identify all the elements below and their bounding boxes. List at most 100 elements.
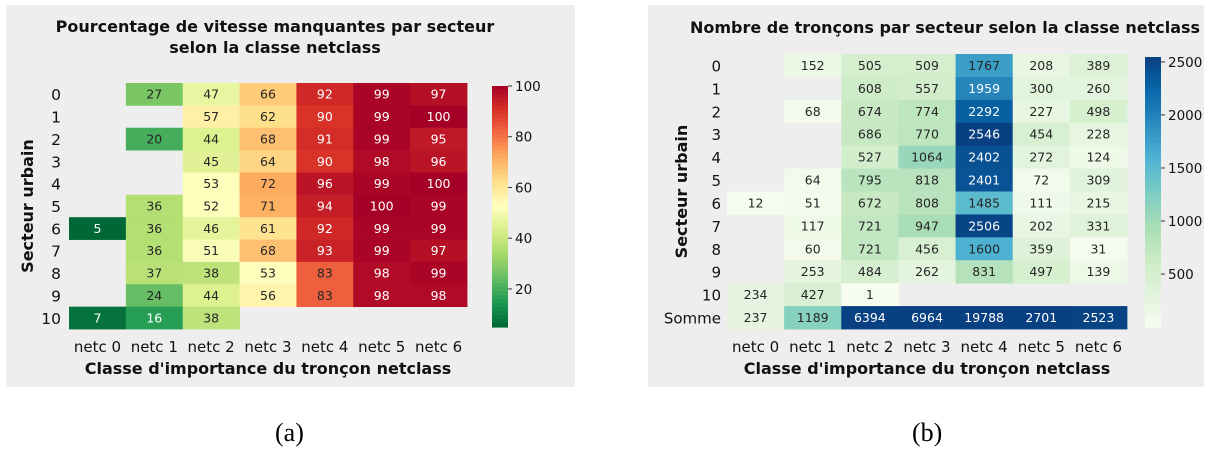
cell-value-label: 24 [146, 288, 162, 303]
cell-value-label: 234 [744, 287, 768, 302]
cell-value-label: 2523 [1083, 310, 1115, 325]
cell-value-label: 12 [748, 195, 764, 210]
colorbar-segment [1145, 201, 1161, 207]
heatmap-cell [182, 83, 240, 106]
cell-value-label: 721 [858, 241, 882, 256]
cell-value-label: 309 [1086, 173, 1110, 188]
heatmap-cell [182, 239, 240, 263]
colorbar-segment [1145, 241, 1161, 247]
heatmap-cell [841, 306, 899, 330]
cell-value-label: 83 [317, 288, 333, 303]
x-tick-label: netc 4 [961, 338, 1008, 356]
cell-value-label: 497 [1029, 264, 1053, 279]
colorbar-segment [1145, 133, 1161, 139]
colorbar-segment [492, 182, 508, 188]
cell-value-label: 2701 [1025, 310, 1057, 325]
heatmap-cell [410, 239, 468, 263]
colorbar-segment [492, 190, 508, 196]
colorbar-tick-label: 2000 [1168, 108, 1202, 124]
y-tick-label: 9 [51, 287, 61, 305]
cell-value-label: 947 [915, 218, 939, 233]
heatmap-cell [784, 168, 842, 192]
x-tick-label: netc 3 [244, 338, 291, 356]
heatmap-cell [841, 283, 899, 307]
cell-value-label: 53 [260, 266, 276, 281]
y-tick-label: 0 [711, 57, 721, 75]
colorbar-segment [1145, 142, 1161, 148]
heatmap-cell [410, 105, 468, 129]
y-tick-label: 5 [711, 172, 721, 190]
colorbar-segment [1145, 115, 1161, 121]
colorbar-segment [492, 282, 508, 288]
cell-value-label: 331 [1086, 218, 1110, 233]
cell-value-label: 27 [146, 87, 162, 102]
heatmap-cell [296, 284, 354, 308]
colorbar-tick-label: 40 [515, 231, 532, 247]
y-tick-label: 10 [702, 287, 721, 305]
colorbar-segment [1145, 246, 1161, 252]
cell-value-label: 808 [915, 195, 939, 210]
cell-value-label: 674 [858, 104, 882, 119]
heatmap-cell [239, 217, 297, 240]
y-axis-label: Secteur urbain [18, 139, 37, 273]
heatmap-cell [1069, 168, 1128, 192]
cell-value-label: 53 [203, 176, 219, 191]
heatmap-cell [955, 76, 1014, 101]
x-tick-label: netc 0 [74, 338, 121, 356]
colorbar-segment [492, 154, 508, 159]
heatmap-cell [841, 214, 899, 238]
colorbar-segment [1145, 291, 1161, 297]
colorbar-segment [1145, 295, 1161, 301]
heatmap-cell [239, 239, 297, 263]
heatmap-cell [784, 191, 842, 215]
heatmap-cell [296, 239, 354, 263]
heatmap-cell [125, 306, 184, 330]
colorbar-segment [492, 262, 508, 268]
cell-value-label: 99 [374, 131, 390, 146]
heatmap-cell [182, 261, 240, 285]
y-tick-label: 4 [711, 149, 721, 167]
heatmap-cell [1069, 54, 1128, 78]
heatmap-cell [1069, 306, 1128, 330]
cell-value-label: 68 [805, 104, 821, 119]
chart-title: Pourcentage de vitesse manquantes par se… [56, 17, 495, 36]
cell-value-label: 100 [370, 199, 394, 214]
heatmap-cell [125, 127, 184, 151]
cell-value-label: 237 [744, 310, 768, 325]
colorbar-segment [492, 170, 508, 175]
cell-value-label: 71 [260, 199, 276, 214]
heatmap-cell [410, 261, 468, 285]
colorbar-segment [1145, 259, 1161, 265]
heatmap-cell [296, 127, 354, 151]
cell-value-label: 1064 [911, 150, 943, 165]
x-tick-label: netc 6 [415, 338, 462, 356]
colorbar-segment [492, 150, 508, 155]
colorbar-segment [1145, 277, 1161, 283]
caption-b: (b) [912, 418, 943, 447]
cell-value-label: 686 [858, 127, 882, 142]
cell-value-label: 557 [915, 81, 939, 96]
colorbar-segment [1145, 187, 1161, 193]
cell-value-label: 90 [317, 109, 333, 124]
colorbar-segment [1145, 124, 1161, 130]
cell-value-label: 1485 [968, 195, 1000, 210]
x-axis-label: Classe d'importance du tronçon netclass [744, 359, 1111, 378]
colorbar-segment [492, 118, 508, 123]
cell-value-label: 2506 [968, 218, 1000, 233]
heatmap-cell [353, 150, 411, 173]
colorbar-segment [492, 126, 508, 131]
colorbar-segment [492, 138, 508, 143]
cell-value-label: 97 [431, 87, 447, 102]
y-tick-label: 6 [51, 220, 61, 238]
cell-value-label: 94 [317, 199, 333, 214]
colorbar-segment [492, 222, 508, 228]
heatmap-cell [353, 105, 411, 129]
cell-value-label: 427 [801, 287, 825, 302]
heatmap-cell [182, 127, 240, 151]
heatmap-cell [296, 172, 354, 196]
heatmap-cell [239, 83, 297, 106]
cell-value-label: 57 [203, 109, 219, 124]
heatmap-cell [898, 237, 956, 261]
heatmap-cell [239, 105, 297, 129]
colorbar-segment [492, 306, 508, 312]
